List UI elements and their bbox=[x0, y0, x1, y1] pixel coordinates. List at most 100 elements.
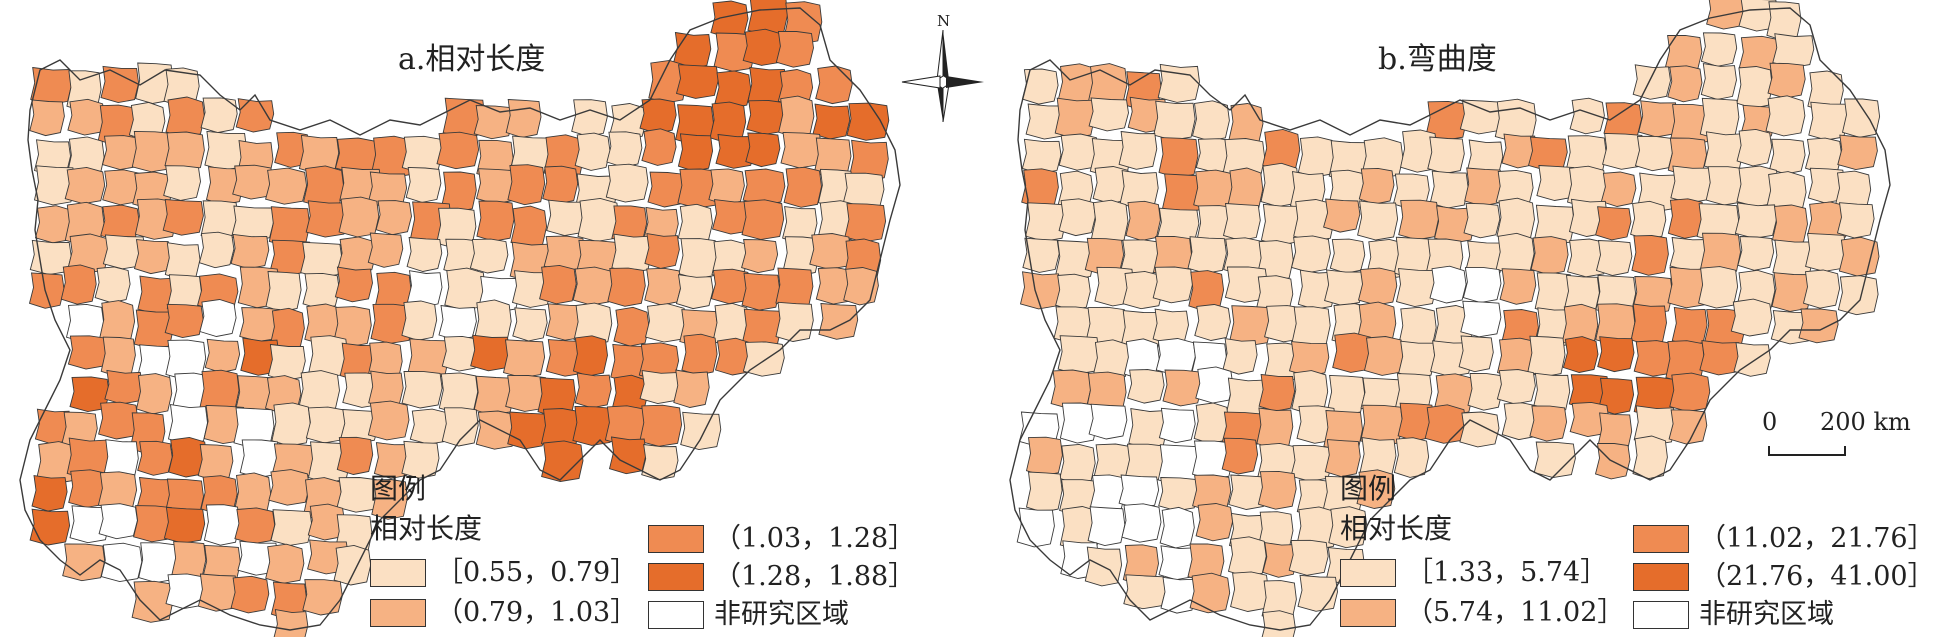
map-region bbox=[1772, 33, 1815, 69]
map-region bbox=[406, 270, 443, 308]
map-region bbox=[1297, 136, 1335, 178]
scale-start-label: 0 bbox=[1762, 408, 1778, 436]
map-region bbox=[1398, 340, 1436, 379]
map-region bbox=[1230, 571, 1269, 612]
map-region bbox=[1671, 306, 1708, 347]
map-region bbox=[94, 266, 131, 304]
map-region bbox=[333, 306, 372, 347]
map-region bbox=[678, 238, 718, 280]
map-region bbox=[512, 307, 548, 342]
map-region bbox=[1123, 574, 1166, 610]
map-region bbox=[1016, 507, 1055, 548]
map-region bbox=[1465, 240, 1505, 277]
map-region bbox=[1057, 335, 1100, 375]
map-region bbox=[1194, 304, 1231, 341]
map-region bbox=[1262, 542, 1298, 578]
map-region bbox=[844, 203, 887, 243]
map-region bbox=[1631, 235, 1669, 276]
map-region bbox=[438, 304, 477, 341]
map-region bbox=[741, 239, 779, 274]
map-region bbox=[1393, 437, 1430, 478]
scale-end-label: 200 km bbox=[1820, 408, 1911, 436]
map-region bbox=[302, 579, 343, 616]
map-region bbox=[164, 131, 205, 172]
map-region bbox=[1324, 269, 1364, 306]
map-region bbox=[1127, 369, 1165, 404]
map-region bbox=[1562, 336, 1599, 373]
map-region bbox=[611, 233, 653, 274]
map-region bbox=[1195, 366, 1234, 404]
map-region bbox=[473, 105, 514, 140]
legend-title-b: 图例 bbox=[1340, 472, 1397, 505]
map-region bbox=[1159, 506, 1195, 549]
map-region bbox=[572, 335, 608, 377]
map-region bbox=[572, 266, 614, 306]
map-region bbox=[1395, 268, 1437, 308]
map-region bbox=[1087, 506, 1126, 547]
map-region bbox=[470, 334, 510, 372]
legend-label: 非研究区域 bbox=[714, 599, 849, 630]
map-region bbox=[167, 404, 208, 445]
map-region bbox=[681, 333, 718, 376]
map-region bbox=[29, 99, 65, 137]
map-region bbox=[780, 131, 823, 169]
legend-swatch bbox=[370, 599, 426, 627]
map-region bbox=[1496, 369, 1536, 405]
map-region bbox=[849, 139, 889, 182]
map-region bbox=[1527, 136, 1568, 171]
map-region bbox=[135, 373, 173, 415]
map-region bbox=[539, 264, 577, 305]
map-region bbox=[541, 440, 584, 482]
map-region bbox=[1291, 235, 1331, 273]
map-region bbox=[441, 171, 477, 213]
study-area-outline bbox=[1009, 7, 1891, 631]
map-region bbox=[1668, 409, 1708, 445]
map-region bbox=[1434, 205, 1476, 244]
map-region bbox=[64, 166, 106, 205]
map-region bbox=[1055, 273, 1091, 311]
map-region bbox=[1630, 303, 1667, 346]
map-region bbox=[1632, 64, 1671, 100]
map-region bbox=[1195, 503, 1234, 542]
map-region bbox=[1158, 477, 1199, 512]
map-region bbox=[100, 542, 143, 583]
map-region bbox=[163, 506, 206, 544]
map-region bbox=[1841, 98, 1881, 138]
map-region bbox=[375, 200, 412, 236]
map-region bbox=[98, 401, 139, 440]
map-region bbox=[1632, 276, 1673, 315]
map-region bbox=[1459, 411, 1500, 448]
map-region bbox=[1088, 403, 1128, 440]
map-region bbox=[639, 404, 683, 447]
map-region bbox=[574, 132, 611, 171]
legend-swatch bbox=[1633, 525, 1689, 553]
map-region bbox=[265, 167, 308, 205]
map-region bbox=[1630, 200, 1667, 240]
map-region bbox=[1600, 171, 1637, 207]
map-region bbox=[607, 267, 646, 307]
map-region bbox=[1021, 138, 1062, 174]
legend-subtitle-a: 相对长度 bbox=[370, 512, 483, 545]
map-region bbox=[1293, 199, 1335, 242]
map-region bbox=[1288, 539, 1329, 576]
map-region bbox=[778, 95, 815, 138]
map-region bbox=[268, 469, 310, 506]
map-region bbox=[1569, 97, 1605, 135]
map-region bbox=[204, 338, 241, 373]
map-region bbox=[436, 131, 480, 170]
map-region bbox=[1529, 405, 1568, 442]
legend-swatch bbox=[1633, 563, 1689, 591]
map-region bbox=[641, 128, 677, 166]
map-region bbox=[205, 166, 244, 206]
map-region bbox=[273, 609, 309, 637]
map-region bbox=[1736, 66, 1773, 109]
legend-swatch bbox=[370, 559, 426, 587]
map-region bbox=[1357, 267, 1398, 306]
legend-label: （5.74，11.02］ bbox=[1406, 597, 1625, 628]
map-region bbox=[1256, 240, 1294, 282]
map-region bbox=[745, 132, 781, 168]
map-region bbox=[267, 343, 306, 381]
map-region bbox=[639, 370, 680, 405]
map-region bbox=[1433, 373, 1474, 416]
map-region bbox=[401, 300, 438, 341]
